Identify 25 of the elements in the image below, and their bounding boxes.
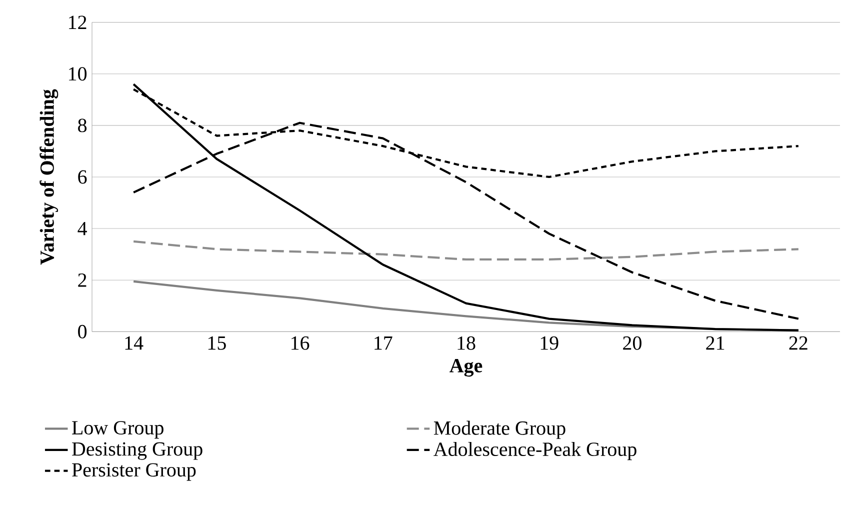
x-axis-title: Age <box>450 359 482 377</box>
y-tick-label: 2 <box>78 273 86 287</box>
x-tick-label: 15 <box>208 336 226 350</box>
legend-label: Adolescence-Peak Group <box>434 442 636 460</box>
x-tick-label: 19 <box>540 336 558 350</box>
x-tick-label: 21 <box>706 336 724 350</box>
line-series <box>132 83 800 332</box>
y-tick-label: 8 <box>78 118 87 132</box>
y-tick-label: 4 <box>78 222 87 236</box>
legend-label: Moderate Group <box>434 420 566 439</box>
y-axis-title: Variety of Offending <box>40 89 58 265</box>
legend-label: Low Group <box>72 421 164 439</box>
x-tick-label: 14 <box>125 336 144 350</box>
x-tick-label: 20 <box>623 336 642 350</box>
legend-label: Persister Group <box>72 463 196 481</box>
line-series <box>132 240 800 261</box>
x-tick-label: 17 <box>374 336 392 350</box>
y-tick-label: 12 <box>69 16 86 29</box>
x-tick-label: 16 <box>292 336 310 350</box>
legend-label: Desisting Group <box>72 442 202 460</box>
y-tick-label: 10 <box>69 67 87 81</box>
x-tick-label: 22 <box>789 336 808 350</box>
y-tick-label: 6 <box>78 170 87 184</box>
x-tick-label: 18 <box>458 336 476 350</box>
y-tick-label: 0 <box>78 324 87 338</box>
